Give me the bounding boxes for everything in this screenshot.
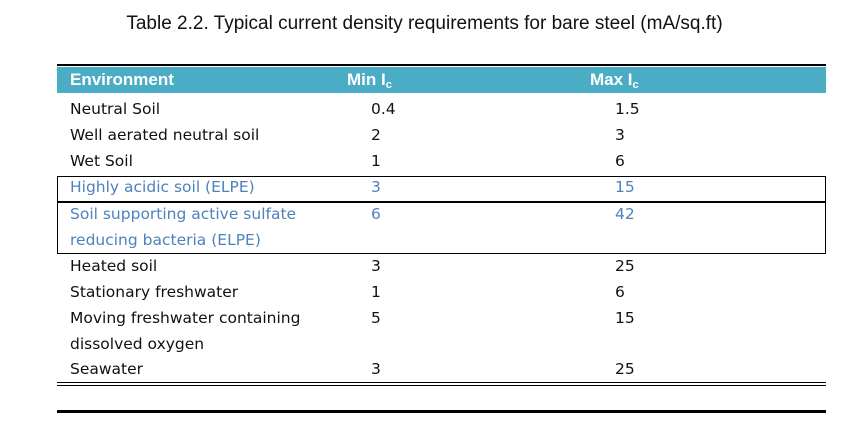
table-top-rule xyxy=(57,64,826,66)
cell-max: 6 xyxy=(615,283,625,301)
cell-min: 6 xyxy=(371,205,381,223)
header-max-ic: Max Ic xyxy=(590,70,639,91)
cell-max: 25 xyxy=(615,360,635,378)
cell-max: 1.5 xyxy=(615,100,640,118)
cell-max: 25 xyxy=(615,257,635,275)
cell-min: 3 xyxy=(371,360,381,378)
cell-max: 6 xyxy=(615,152,625,170)
table-header-row: Environment Min Ic Max Ic xyxy=(57,67,826,93)
table-bottom-rule-1 xyxy=(57,382,826,383)
cell-environment: Neutral Soil xyxy=(70,100,161,118)
cell-min: 0.4 xyxy=(371,100,396,118)
cell-max: 15 xyxy=(615,309,635,327)
highlight-box-sulfate xyxy=(57,202,826,254)
cell-environment: Seawater xyxy=(70,360,144,378)
cell-min: 1 xyxy=(371,283,381,301)
cell-environment: Highly acidic soil (ELPE) xyxy=(70,178,255,196)
cell-environment: Stationary freshwater xyxy=(70,283,239,301)
table-bottom-rule-2 xyxy=(57,385,826,386)
highlight-box-acidic xyxy=(57,176,826,202)
cell-min: 5 xyxy=(371,309,381,327)
cell-max: 3 xyxy=(615,126,625,144)
cell-environment: Well aerated neutral soil xyxy=(70,126,260,144)
cell-max: 42 xyxy=(615,205,635,223)
cell-environment: Moving freshwater containing dissolved o… xyxy=(70,309,301,353)
page-footer-rule xyxy=(57,410,826,413)
cell-environment: Heated soil xyxy=(70,257,158,275)
cell-min: 1 xyxy=(371,152,381,170)
cell-max: 15 xyxy=(615,178,635,196)
table-caption: Table 2.2. Typical current density requi… xyxy=(126,13,723,34)
cell-min: 2 xyxy=(371,126,381,144)
cell-min: 3 xyxy=(371,178,381,196)
cell-min: 3 xyxy=(371,257,381,275)
cell-environment: Soil supporting active sulfate reducing … xyxy=(70,205,297,249)
cell-environment: Wet Soil xyxy=(70,152,133,170)
header-environment: Environment xyxy=(70,70,174,89)
header-min-ic: Min Ic xyxy=(347,70,392,91)
